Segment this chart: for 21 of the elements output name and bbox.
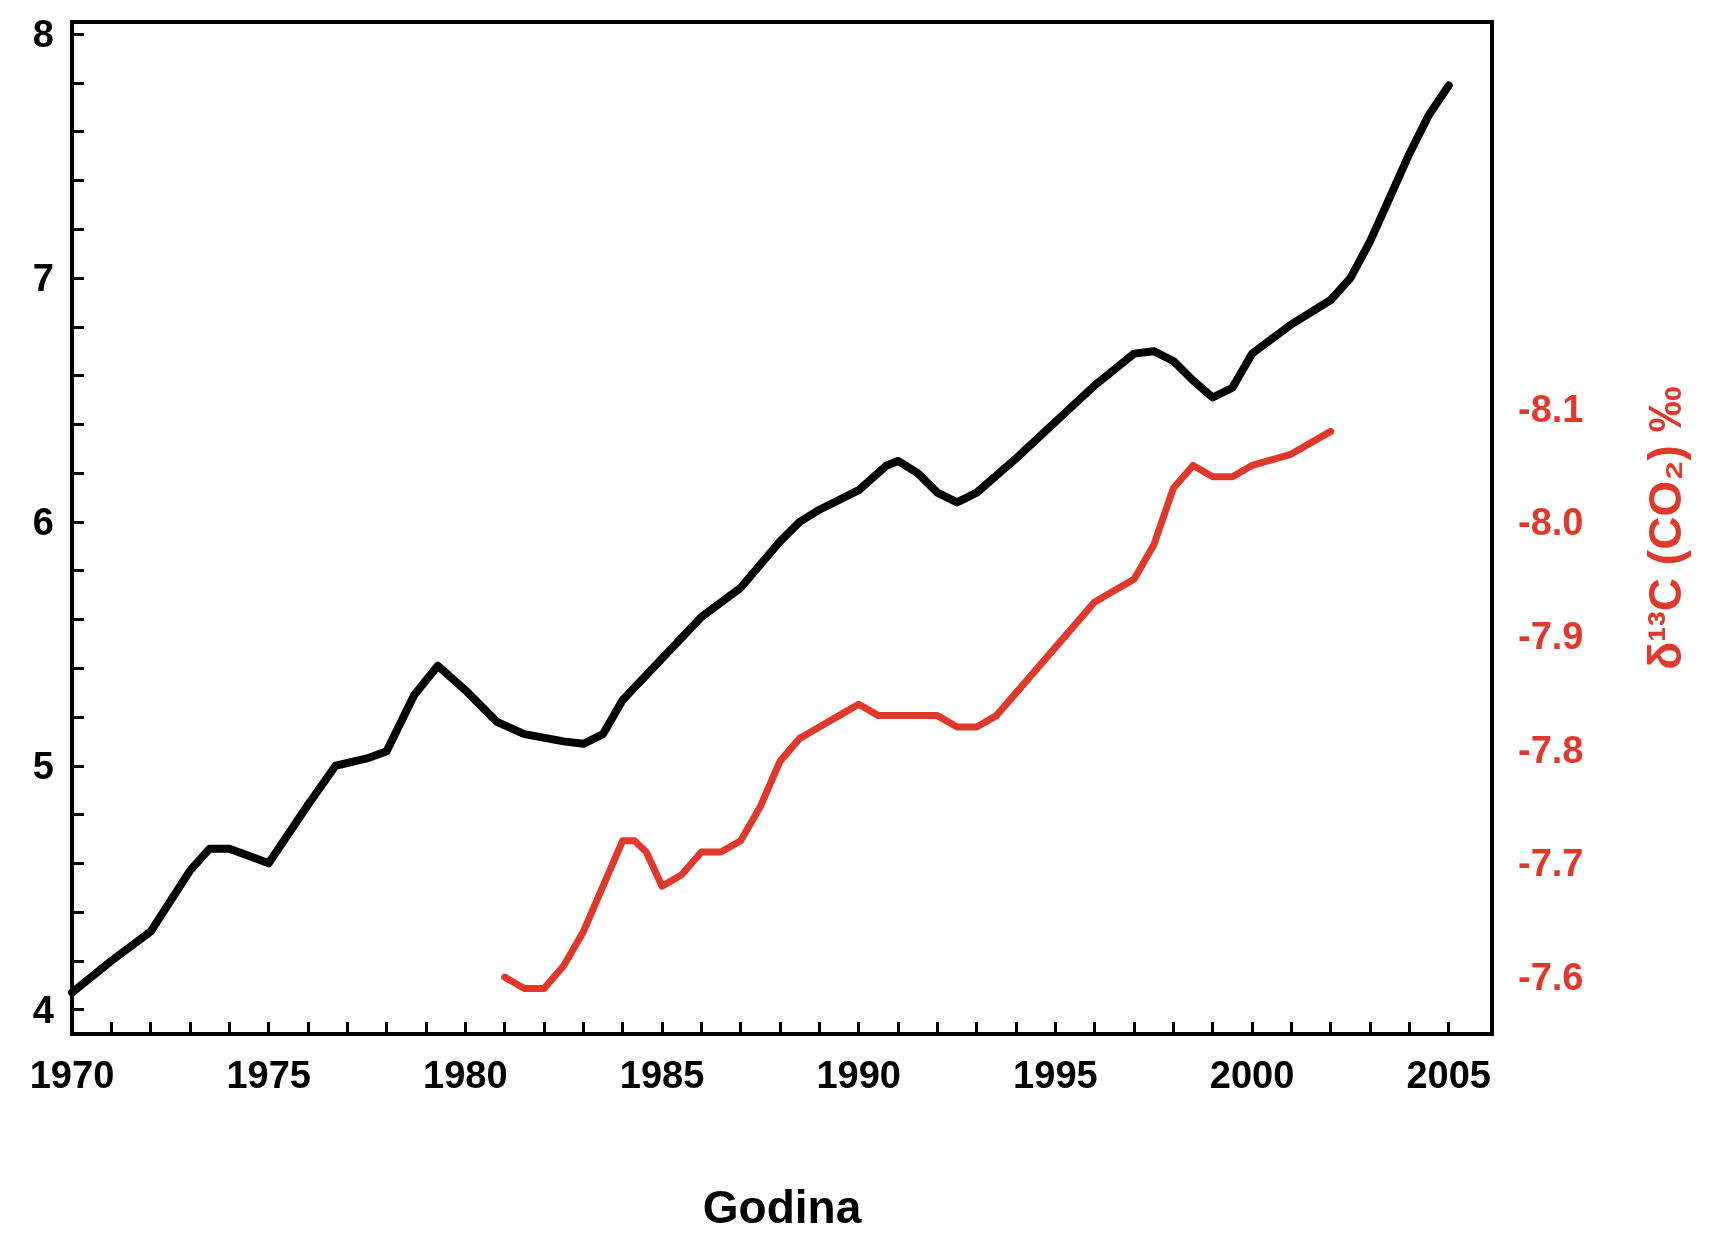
y2-axis-title: δ¹³C (CO₂) ‰ xyxy=(1639,386,1691,670)
y-tick-label: 7 xyxy=(32,257,54,300)
x-tick-label: 1990 xyxy=(816,1054,901,1096)
y2-tick-label: -7.7 xyxy=(1518,842,1584,885)
x-tick-label: 1980 xyxy=(423,1054,508,1096)
y-tick-label: 4 xyxy=(32,988,54,1031)
y2-tick-label: -7.6 xyxy=(1518,956,1584,999)
x-tick-label: 1985 xyxy=(619,1054,705,1096)
x-tick-label: 2000 xyxy=(1209,1054,1295,1096)
x-tick-label: 1975 xyxy=(226,1054,311,1096)
y2-tick-label: -8.0 xyxy=(1518,501,1584,544)
y2-tick-label: -7.8 xyxy=(1518,728,1584,771)
y-tick-label: 8 xyxy=(32,13,54,56)
y-tick-label: 5 xyxy=(32,744,54,787)
y2-tick-label: -7.9 xyxy=(1518,615,1584,658)
x-tick-label: 1995 xyxy=(1013,1054,1098,1096)
x-axis-title: Godina xyxy=(702,1181,862,1233)
y2-tick-label: -8.1 xyxy=(1518,387,1584,430)
x-tick-label: 1970 xyxy=(29,1054,115,1096)
y-tick-label: 6 xyxy=(32,500,54,543)
x-tick-label: 2005 xyxy=(1406,1054,1491,1096)
